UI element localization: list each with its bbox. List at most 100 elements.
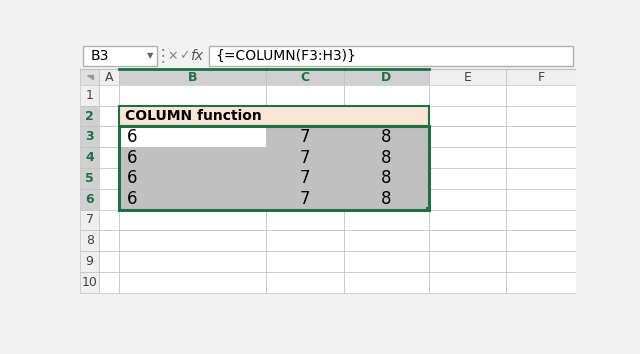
Bar: [266, 230, 344, 251]
Text: 6: 6: [127, 190, 137, 208]
Bar: [266, 251, 344, 272]
Bar: [119, 105, 429, 126]
Text: 8: 8: [381, 128, 392, 146]
Bar: [266, 147, 344, 168]
Bar: [119, 105, 429, 126]
Bar: [506, 69, 576, 85]
Bar: [80, 189, 99, 210]
Bar: [429, 69, 506, 85]
Bar: [506, 147, 576, 168]
Bar: [99, 230, 119, 251]
Bar: [344, 230, 429, 251]
Bar: [266, 168, 344, 189]
Bar: [506, 168, 576, 189]
Bar: [266, 126, 344, 147]
Text: 9: 9: [86, 255, 93, 268]
Bar: [119, 126, 266, 147]
Bar: [119, 272, 266, 293]
Bar: [83, 46, 157, 66]
Bar: [99, 147, 119, 168]
Text: 7: 7: [300, 128, 310, 146]
Bar: [266, 272, 344, 293]
Text: 7: 7: [300, 190, 310, 208]
Bar: [266, 69, 344, 85]
Text: ⋮: ⋮: [155, 47, 172, 65]
Text: 10: 10: [82, 276, 98, 289]
Text: 2: 2: [85, 109, 94, 122]
Bar: [506, 126, 576, 147]
Bar: [506, 272, 576, 293]
Bar: [429, 189, 506, 210]
Bar: [266, 147, 344, 168]
Polygon shape: [86, 75, 93, 79]
Bar: [266, 168, 344, 189]
Text: F: F: [538, 71, 545, 84]
Bar: [99, 126, 119, 147]
Bar: [344, 126, 429, 147]
Bar: [506, 230, 576, 251]
Bar: [344, 147, 429, 168]
Bar: [80, 69, 99, 85]
Bar: [429, 272, 506, 293]
Bar: [209, 46, 573, 66]
Bar: [266, 189, 344, 210]
Text: 3: 3: [85, 130, 94, 143]
Bar: [99, 189, 119, 210]
Bar: [266, 85, 344, 105]
Bar: [119, 126, 266, 147]
Bar: [344, 251, 429, 272]
Bar: [429, 230, 506, 251]
Text: {=COLUMN(F3:H3)}: {=COLUMN(F3:H3)}: [216, 49, 356, 63]
Bar: [506, 105, 576, 126]
Text: 7: 7: [300, 169, 310, 187]
Bar: [119, 147, 266, 168]
Bar: [80, 126, 99, 147]
Bar: [119, 189, 266, 210]
Text: 8: 8: [86, 234, 93, 247]
Bar: [429, 251, 506, 272]
Bar: [80, 105, 99, 126]
Text: 5: 5: [85, 172, 94, 185]
Text: 7: 7: [86, 213, 93, 227]
Bar: [80, 69, 576, 85]
Bar: [506, 251, 576, 272]
Bar: [119, 126, 429, 210]
Bar: [119, 85, 266, 105]
Bar: [80, 168, 99, 189]
Bar: [99, 105, 119, 126]
Text: ▼: ▼: [147, 51, 154, 61]
Text: ✕: ✕: [167, 50, 177, 62]
Bar: [80, 272, 99, 293]
Bar: [506, 210, 576, 230]
Text: E: E: [463, 71, 472, 84]
Bar: [119, 189, 266, 210]
Bar: [99, 168, 119, 189]
Bar: [506, 189, 576, 210]
Text: 6: 6: [127, 149, 137, 167]
Bar: [119, 147, 266, 168]
Bar: [80, 85, 99, 105]
Bar: [80, 85, 576, 293]
Bar: [344, 168, 429, 189]
Bar: [429, 147, 506, 168]
Text: 6: 6: [127, 128, 137, 146]
Bar: [266, 210, 344, 230]
Text: D: D: [381, 71, 391, 84]
Bar: [344, 126, 429, 147]
Bar: [119, 210, 266, 230]
Bar: [99, 210, 119, 230]
Bar: [344, 85, 429, 105]
Bar: [344, 210, 429, 230]
Bar: [344, 168, 429, 189]
Text: 7: 7: [300, 149, 310, 167]
Bar: [344, 272, 429, 293]
Text: 4: 4: [85, 151, 94, 164]
Bar: [119, 168, 266, 189]
Text: ✓: ✓: [179, 50, 190, 62]
Bar: [119, 69, 266, 85]
Bar: [99, 69, 119, 85]
Bar: [119, 251, 266, 272]
Text: 1: 1: [86, 89, 93, 102]
Bar: [80, 230, 99, 251]
Bar: [99, 85, 119, 105]
